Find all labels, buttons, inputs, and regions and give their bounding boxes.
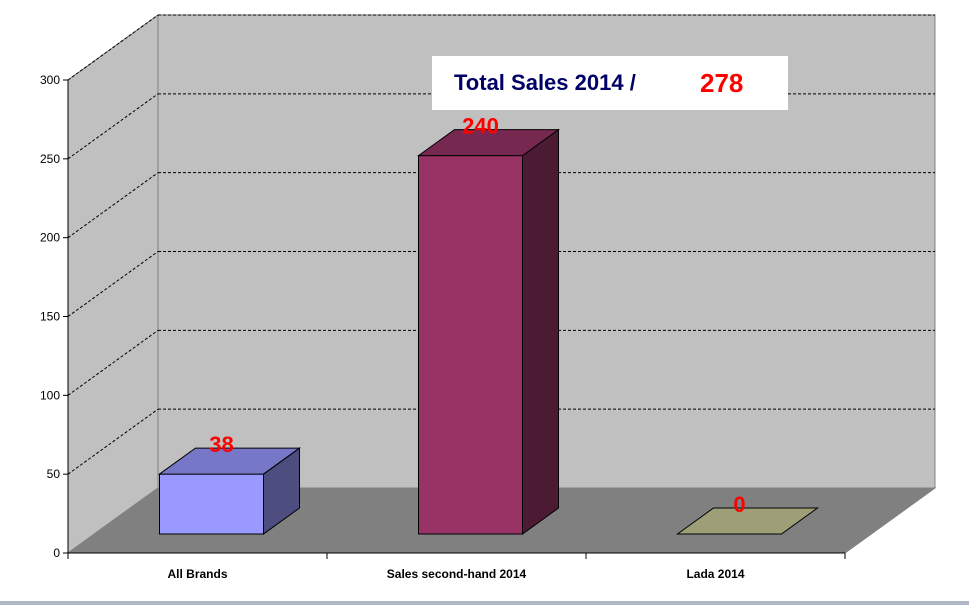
gridline — [67, 172, 159, 239]
gridline — [67, 329, 159, 396]
data-label: 38 — [209, 432, 233, 457]
window-bottom-border — [0, 601, 969, 605]
x-tick-label: Sales second-hand 2014 — [387, 567, 527, 581]
y-tick-label: 200 — [40, 231, 60, 245]
gridline — [67, 251, 159, 317]
y-tick-label: 0 — [53, 546, 60, 560]
bar-front — [418, 155, 523, 535]
y-tick-label: 100 — [40, 388, 60, 402]
data-label: 240 — [462, 114, 499, 139]
y-tick-label: 250 — [40, 152, 60, 166]
y-tick-label: 50 — [47, 467, 61, 481]
bar-front — [159, 473, 264, 535]
gridline — [67, 14, 159, 81]
data-label: 0 — [733, 492, 745, 517]
x-tick-label: All Brands — [167, 567, 227, 581]
y-tick-label: 300 — [40, 73, 60, 87]
chart-title-box: Total Sales 2014 / 278 — [432, 56, 788, 110]
x-tick-label: Lada 2014 — [686, 567, 744, 581]
y-tick-label: 150 — [40, 310, 60, 324]
chart-title: Total Sales 2014 / — [454, 70, 636, 95]
bar-side — [522, 128, 559, 535]
bar-top — [157, 447, 302, 475]
gridline — [67, 93, 159, 160]
bar-top — [675, 507, 820, 535]
gridline — [67, 408, 159, 475]
chart-title-value: 278 — [700, 68, 744, 98]
bar-top — [416, 129, 561, 157]
